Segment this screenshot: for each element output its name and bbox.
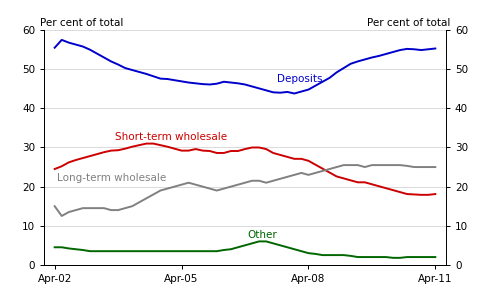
Text: Long-term wholesale: Long-term wholesale [57,173,166,183]
Text: Per cent of total: Per cent of total [40,18,123,28]
Text: Short-term wholesale: Short-term wholesale [115,132,227,142]
Text: Deposits: Deposits [277,74,322,84]
Text: Other: Other [247,230,277,240]
Text: Per cent of total: Per cent of total [367,18,450,28]
